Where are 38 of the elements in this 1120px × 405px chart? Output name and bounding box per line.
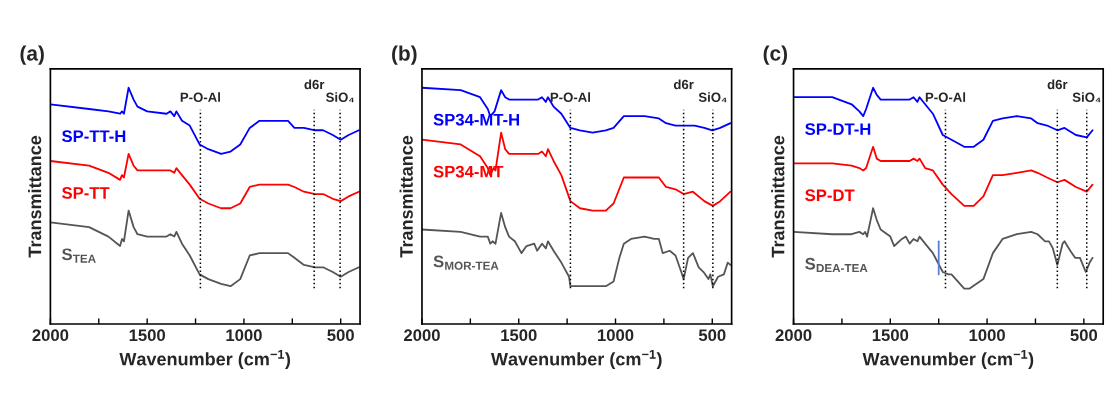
ref-line-label: d6r — [304, 79, 325, 90]
y-axis-title: Transmittance — [399, 135, 413, 258]
ref-line-label: SiO₄ — [698, 92, 727, 103]
y-axis-title: Transmittance — [28, 135, 42, 258]
x-tick-label: 1000 — [226, 329, 262, 342]
x-axis-title: Wavenumber (cm$^{−1}$) — [862, 349, 1034, 370]
x-axis-title: Wavenumber (cm$^{−1}$) — [119, 349, 291, 370]
x-tick-label: 1500 — [872, 329, 909, 342]
series-label: S$_{DEA-TEA}$ — [805, 257, 868, 273]
chart-title: (c) — [763, 45, 788, 65]
x-tick-label: 1500 — [129, 329, 166, 342]
ref-line-label: P-O-Al — [550, 92, 590, 102]
series-label: SP-DT — [805, 189, 855, 202]
series-label: SP-TT — [61, 186, 110, 199]
x-tick-label: 1500 — [501, 329, 537, 342]
ref-line-label: d6r — [1047, 79, 1068, 90]
chart-title: (b) — [392, 45, 417, 65]
x-tick-label: 2000 — [404, 329, 440, 342]
x-axis-title: Wavenumber (cm$^{−1}$) — [490, 349, 662, 370]
series-label: S$_{TEA}$ — [61, 248, 96, 263]
y-axis-title: Transmittance — [771, 135, 785, 258]
ref-line-label: SiO₄ — [325, 92, 354, 103]
series-label: SP-DT-H — [805, 123, 871, 136]
x-tick-label: 2000 — [32, 329, 69, 342]
chart-title: (a) — [20, 45, 44, 65]
x-tick-label: 1000 — [598, 329, 634, 342]
ref-line-label: P-O-Al — [180, 92, 220, 102]
x-tick-label: 500 — [327, 329, 354, 342]
x-tick-label: 1000 — [969, 329, 1005, 342]
series-label: SP34-MT-H — [433, 113, 520, 126]
x-tick-label: 2000 — [775, 329, 812, 342]
series-label: S$_{MOR-TEA}$ — [433, 255, 499, 270]
x-tick-label: 500 — [698, 329, 726, 342]
ref-line-label: SiO₄ — [1072, 92, 1101, 103]
ref-line-label: P-O-Al — [925, 92, 966, 102]
x-tick-label: 500 — [1070, 329, 1098, 342]
ref-line-label: d6r — [673, 79, 694, 90]
series-label: SP-TT-H — [61, 130, 126, 143]
